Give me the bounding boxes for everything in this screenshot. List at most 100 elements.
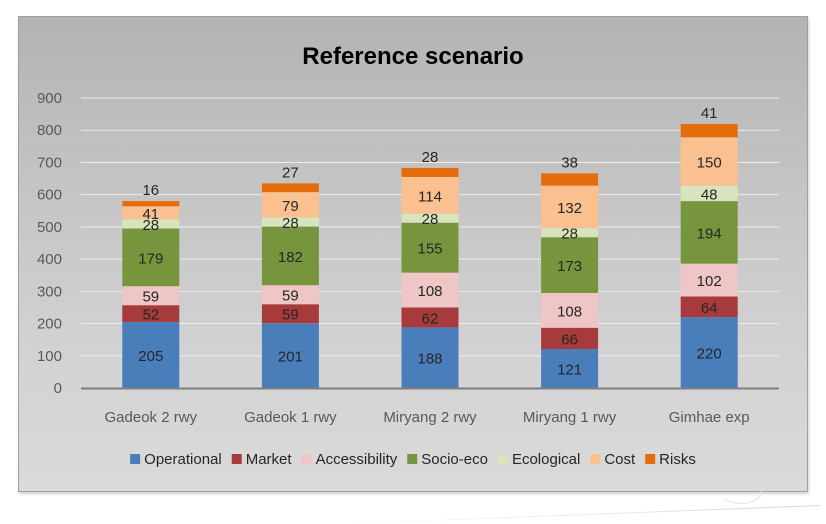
data-label: 182 bbox=[278, 249, 303, 266]
data-label: 28 bbox=[422, 211, 439, 228]
bar-segment bbox=[541, 173, 599, 186]
data-label: 28 bbox=[561, 226, 578, 243]
data-label: 102 bbox=[697, 273, 722, 290]
data-label: 59 bbox=[282, 307, 299, 324]
bar-segment bbox=[680, 124, 738, 138]
data-label: 194 bbox=[697, 225, 722, 242]
bar-segment bbox=[401, 272, 459, 308]
bar-segment bbox=[261, 323, 319, 388]
data-label: 28 bbox=[282, 215, 299, 232]
data-label: 59 bbox=[142, 289, 159, 306]
bar-segment bbox=[261, 183, 319, 193]
chart-frame: Reference scenario 0 100 200 300 400 500 600 70… bbox=[18, 16, 808, 492]
bar-segment bbox=[401, 167, 459, 177]
bar-segment bbox=[261, 226, 319, 286]
bar-segment bbox=[122, 228, 180, 287]
bar-segment bbox=[401, 213, 459, 223]
data-label: 41 bbox=[701, 105, 718, 122]
x-tick-label: Miryang 1 rwy bbox=[523, 409, 617, 426]
bar-segment bbox=[122, 201, 180, 207]
data-label: 79 bbox=[282, 198, 299, 215]
data-label: 155 bbox=[417, 241, 442, 258]
bar-segment bbox=[122, 219, 180, 229]
bar-segment bbox=[261, 285, 319, 305]
legend-item: Socio-eco bbox=[407, 451, 488, 468]
bar-segment bbox=[680, 296, 738, 318]
data-label: 201 bbox=[278, 349, 303, 366]
data-label: 121 bbox=[557, 362, 582, 379]
bar-segment bbox=[680, 263, 738, 297]
legend-item: Operational bbox=[130, 451, 222, 468]
y-tick-label: 400 bbox=[37, 251, 62, 268]
data-label: 188 bbox=[417, 351, 442, 368]
bar-segment bbox=[680, 317, 738, 388]
x-tick-label: Miryang 2 rwy bbox=[383, 409, 477, 426]
legend: Operational Market Accessibility Socio-eco E… bbox=[130, 451, 696, 468]
legend-item: Market bbox=[231, 451, 292, 468]
y-tick-label: 200 bbox=[37, 316, 62, 333]
y-tick-label: 500 bbox=[37, 219, 62, 236]
legend-label: Risks bbox=[659, 451, 696, 468]
legend-item: Ecological bbox=[497, 451, 580, 468]
y-tick-label: 300 bbox=[37, 283, 62, 300]
legend-item: Risks bbox=[645, 451, 696, 468]
y-tick-label: 800 bbox=[37, 122, 62, 139]
bar-segment bbox=[541, 185, 599, 229]
data-label: 108 bbox=[557, 303, 582, 320]
legend-swatch bbox=[497, 454, 508, 464]
data-label: 28 bbox=[422, 149, 439, 166]
legend-swatch bbox=[130, 454, 141, 464]
y-tick-label: 900 bbox=[37, 90, 62, 107]
bar-segment bbox=[680, 201, 738, 264]
y-tick-label: 700 bbox=[37, 154, 62, 171]
chart-title: Reference scenario bbox=[302, 43, 523, 70]
legend-swatch bbox=[231, 454, 242, 464]
bar-segment bbox=[401, 327, 459, 388]
legend-item: Cost bbox=[590, 451, 636, 468]
data-label: 27 bbox=[282, 164, 299, 181]
bar-stack: 121 66 108 173 28 132 38 bbox=[541, 154, 599, 388]
decorative-line bbox=[340, 505, 821, 524]
legend-label: Ecological bbox=[512, 451, 580, 468]
bar-segment bbox=[401, 222, 459, 273]
data-label: 59 bbox=[282, 288, 299, 305]
bar-segment bbox=[541, 327, 599, 350]
bar-segment bbox=[122, 321, 180, 388]
data-label: 66 bbox=[561, 331, 578, 348]
legend-swatch bbox=[645, 454, 656, 464]
data-label: 173 bbox=[557, 258, 582, 275]
bar-stack: 220 64 102 194 48 150 41 bbox=[680, 105, 738, 388]
x-axis: Gadeok 2 rwy Gadeok 1 rwy Miryang 2 rwy Mir… bbox=[105, 409, 750, 426]
bar-segment bbox=[680, 137, 738, 186]
legend-item: Accessibility bbox=[301, 451, 398, 468]
data-label: 16 bbox=[142, 182, 159, 199]
data-label: 52 bbox=[142, 307, 159, 324]
data-label: 62 bbox=[422, 310, 439, 327]
data-label: 38 bbox=[561, 154, 578, 171]
data-label: 48 bbox=[701, 186, 718, 203]
data-label: 64 bbox=[701, 300, 718, 317]
bar-segment bbox=[401, 176, 459, 214]
y-tick-label: 100 bbox=[37, 348, 62, 365]
data-label: 179 bbox=[138, 250, 163, 267]
bar-segment bbox=[261, 192, 319, 218]
bar-segment bbox=[261, 217, 319, 227]
y-axis: 0 100 200 300 400 500 600 700 800 900 bbox=[37, 90, 62, 397]
bar-segment bbox=[680, 185, 738, 202]
x-tick-label: Gadeok 1 rwy bbox=[244, 409, 337, 426]
bar-segment bbox=[541, 237, 599, 293]
y-tick-label: 600 bbox=[37, 187, 62, 204]
bar-segment bbox=[401, 307, 459, 328]
bar-segment bbox=[541, 349, 599, 388]
bar-stack: 188 62 108 155 28 114 28 bbox=[401, 149, 459, 388]
legend-swatch bbox=[590, 454, 601, 464]
data-label: 41 bbox=[142, 206, 159, 223]
legend-swatch bbox=[301, 454, 312, 464]
data-label: 150 bbox=[697, 154, 722, 171]
y-tick-label: 0 bbox=[54, 380, 62, 397]
x-tick-label: Gadeok 2 rwy bbox=[105, 409, 198, 426]
bar-segment bbox=[122, 286, 180, 306]
stacked-bar-chart: Reference scenario 0 100 200 300 400 500 600 70… bbox=[37, 43, 779, 468]
